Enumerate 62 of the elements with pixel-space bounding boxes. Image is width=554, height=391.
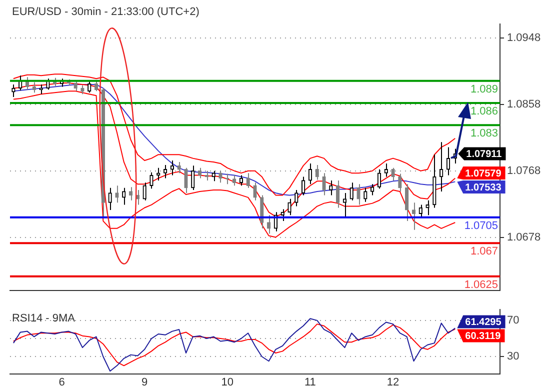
- candlestick: [384, 162, 388, 178]
- y-tick-label: 30: [507, 350, 520, 363]
- candlestick: [266, 214, 271, 234]
- text: 1.07911: [466, 149, 502, 160]
- y-tick-label: 1.0948: [507, 32, 541, 44]
- candlestick: [39, 84, 43, 95]
- candlestick: [80, 84, 84, 95]
- candlestick: [288, 198, 292, 216]
- candlestick: [342, 192, 347, 218]
- candlestick: [253, 182, 257, 201]
- candlestick: [391, 167, 395, 181]
- candlestick: [128, 186, 133, 201]
- candlestick: [405, 184, 409, 222]
- candlestick: [426, 200, 430, 216]
- candlestick: [163, 164, 168, 179]
- candlestick: [122, 187, 126, 206]
- candlestick: [315, 164, 319, 180]
- candlestick: [322, 172, 326, 196]
- candlestick: [308, 162, 312, 185]
- chart-title: EUR/USD - 30min - 21:33:00 (UTC+2): [12, 6, 200, 18]
- candlestick: [142, 182, 146, 201]
- ref-line-label: 1.0705: [464, 220, 498, 232]
- candlestick: [432, 154, 436, 208]
- ref-line-label: 1.067: [470, 246, 498, 258]
- candlestick: [156, 167, 160, 181]
- candlestick: [94, 81, 98, 92]
- x-tick-label: 9: [142, 376, 148, 388]
- candlestick: [294, 190, 298, 207]
- x-tick-label: 11: [304, 376, 316, 388]
- candlestick: [301, 176, 306, 196]
- candlestick: [204, 170, 209, 181]
- data-label: 60.3119: [465, 330, 502, 342]
- candlestick: [218, 170, 222, 184]
- x-tick-label: 6: [58, 376, 65, 388]
- data-label: 1.07533: [465, 182, 502, 194]
- candlestick: [108, 187, 112, 210]
- candlestick: [364, 187, 368, 202]
- candlestick: [440, 142, 444, 192]
- ref-line-label: 1.086: [470, 105, 498, 118]
- chart-title: RSI14 - 9MA: [12, 312, 76, 325]
- y-tick-label: 1.0858: [507, 98, 541, 110]
- ref-line-label: 1.089: [470, 83, 498, 96]
- ref-line-label: 1.0625: [464, 278, 498, 291]
- candlestick: [12, 84, 16, 98]
- candlestick: [150, 172, 154, 190]
- x-tick-label: 12: [386, 376, 400, 388]
- y-tick-label: 70: [507, 314, 520, 326]
- candlestick: [356, 184, 360, 206]
- y-tick-label: 1.0768: [507, 164, 541, 177]
- candlestick: [398, 173, 402, 192]
- y-tick-label: 1.0678: [507, 231, 541, 244]
- candlestick: [246, 172, 250, 188]
- x-tick-label: 10: [221, 376, 234, 388]
- ref-line-label: 1.083: [470, 128, 498, 140]
- candlestick: [88, 81, 92, 94]
- candlestick: [377, 168, 382, 190]
- data-label: 1.07579: [465, 168, 502, 180]
- candlestick: [184, 167, 188, 194]
- candlestick: [115, 185, 119, 204]
- candlestick: [412, 202, 416, 230]
- data-label: 61.4295: [465, 316, 502, 328]
- candlestick: [232, 174, 236, 186]
